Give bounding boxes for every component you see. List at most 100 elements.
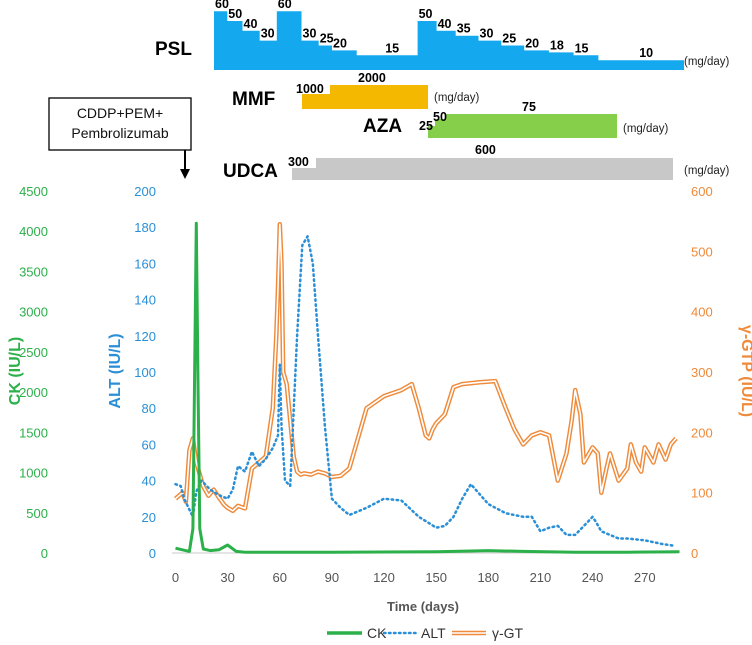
alt-tick-label: 140 <box>134 293 156 308</box>
ck-series-line <box>175 221 680 554</box>
gt-tick-label: 500 <box>691 244 713 259</box>
psl-dose-label: 35 <box>457 22 471 36</box>
therapy-line1: CDDP+PEM+ <box>77 105 163 121</box>
psl-dose-label: 30 <box>303 27 317 41</box>
x-tick-label: 90 <box>325 570 339 585</box>
alt-tick-label: 160 <box>134 256 156 271</box>
x-tick-label: 120 <box>373 570 395 585</box>
gt-tick-label: 200 <box>691 425 713 440</box>
aza-dose-main: 75 <box>522 100 536 114</box>
psl-label: PSL <box>155 39 192 60</box>
ck-tick-label: 500 <box>26 506 48 521</box>
therapy-line2: Pembrolizumab <box>71 125 168 141</box>
ck-tick-label: 2000 <box>19 385 48 400</box>
udca-dose-start: 300 <box>288 155 309 169</box>
legend-alt-label: ALT <box>421 625 446 641</box>
series-layer <box>174 221 680 554</box>
udca-dose-main: 600 <box>475 143 496 157</box>
x-tick-label: 60 <box>273 570 287 585</box>
psl-dose-label: 25 <box>502 32 516 46</box>
alt-axis-label: ALT (IU/L) <box>107 333 124 408</box>
alt-tick-label: 0 <box>149 546 156 561</box>
x-tick-label: 150 <box>425 570 447 585</box>
ck-tick-label: 0 <box>41 546 48 561</box>
x-tick-label: 180 <box>477 570 499 585</box>
udca-bar <box>292 158 673 180</box>
mmf-dose-start: 1000 <box>296 82 324 96</box>
alt-tick-label: 200 <box>134 184 156 199</box>
alt-tick-label: 120 <box>134 329 156 344</box>
ck-axis-label: CK (IU/L) <box>7 337 24 405</box>
gt-axis-ticks: 0 100 200 300 400 500 600 <box>691 184 713 561</box>
psl-dose-label: 25 <box>320 32 334 46</box>
legend-gt-label: γ-GT <box>492 625 524 641</box>
gt-tick-label: 0 <box>691 546 698 561</box>
ck-tick-label: 4000 <box>19 224 48 239</box>
psl-dose-label: 20 <box>333 36 347 50</box>
aza-step-notch-1 <box>428 114 435 126</box>
ck-tick-label: 1000 <box>19 466 48 481</box>
ck-tick-label: 3000 <box>19 305 48 320</box>
x-axis-label: Time (days) <box>387 599 459 614</box>
psl-dose-label: 18 <box>550 38 564 52</box>
ck-tick-label: 1500 <box>19 425 48 440</box>
x-tick-label: 270 <box>634 570 656 585</box>
udca-unit: (mg/day) <box>684 165 730 177</box>
psl-dose-label: 60 <box>215 0 229 11</box>
x-tick-label: 0 <box>172 570 179 585</box>
gt-tick-label: 300 <box>691 365 713 380</box>
psl-dose-label: 40 <box>244 17 258 31</box>
udca-step-notch <box>292 158 316 168</box>
gt-series-line-inner <box>174 223 677 512</box>
psl-unit: (mg/day) <box>684 56 730 68</box>
psl-dose-label: 60 <box>278 0 292 11</box>
gt-axis-label: γ-GTP (IU/L) <box>738 325 752 417</box>
legend-ck-label: CK <box>367 625 387 641</box>
aza-unit: (mg/day) <box>623 123 669 135</box>
alt-tick-label: 180 <box>134 220 156 235</box>
aza-bar <box>428 114 617 138</box>
mmf-dose-main: 2000 <box>358 71 386 85</box>
gt-tick-label: 400 <box>691 305 713 320</box>
therapy-arrow-head <box>180 169 190 179</box>
aza-step-notch-2 <box>435 114 445 119</box>
psl-dose-label: 50 <box>419 7 433 21</box>
mmf-label: MMF <box>232 89 275 110</box>
mmf-step-notch <box>302 85 330 94</box>
alt-axis-ticks: 0 20 40 60 80 100 120 140 160 180 200 <box>134 184 156 561</box>
x-tick-label: 210 <box>530 570 552 585</box>
udca-label: UDCA <box>223 161 278 182</box>
psl-dose-label: 15 <box>575 41 589 55</box>
psl-dose-label: 40 <box>438 17 452 31</box>
mmf-unit: (mg/day) <box>434 92 480 104</box>
gt-tick-label: 100 <box>691 486 713 501</box>
psl-dose-label: 10 <box>639 46 653 60</box>
psl-dose-label: 20 <box>525 36 539 50</box>
aza-dose-start: 25 <box>419 119 433 133</box>
x-axis-ticks: 0 30 60 90 120 150 180 210 240 270 <box>172 570 656 585</box>
ck-tick-label: 4500 <box>19 184 48 199</box>
alt-series-line <box>174 235 676 548</box>
ck-tick-label: 3500 <box>19 264 48 279</box>
psl-dose-label: 30 <box>261 27 275 41</box>
gt-series-line <box>174 221 678 514</box>
alt-tick-label: 20 <box>142 510 156 525</box>
aza-dose-mid: 50 <box>433 110 447 124</box>
aza-label: AZA <box>363 116 402 137</box>
psl-dose-label: 30 <box>480 27 494 41</box>
gt-tick-label: 600 <box>691 184 713 199</box>
therapy-box <box>48 97 192 151</box>
ck-tick-label: 2500 <box>19 345 48 360</box>
psl-dose-area <box>214 11 684 70</box>
x-tick-label: 240 <box>582 570 604 585</box>
psl-dose-label: 15 <box>385 41 399 55</box>
ck-axis-ticks: 0 500 1000 1500 2000 2500 3000 3500 4000 4500 <box>19 184 48 561</box>
alt-tick-label: 60 <box>142 437 156 452</box>
alt-tick-label: 80 <box>142 401 156 416</box>
psl-dose-label: 50 <box>228 7 242 21</box>
x-tick-label: 30 <box>220 570 234 585</box>
alt-tick-label: 40 <box>142 474 156 489</box>
alt-tick-label: 100 <box>134 365 156 380</box>
